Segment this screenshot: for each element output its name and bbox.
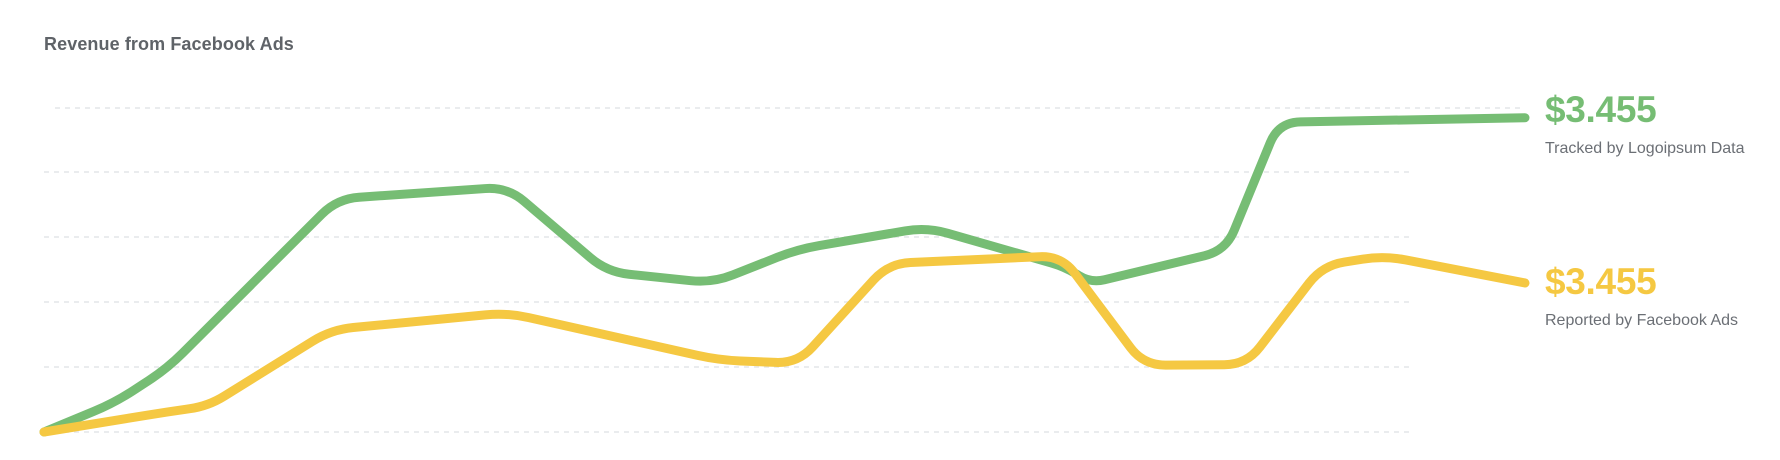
- chart-title: Revenue from Facebook Ads: [44, 34, 294, 54]
- series-label-tracked: $3.455 Tracked by Logoipsum Data: [1545, 89, 1745, 159]
- tracked-caption: Tracked by Logoipsum Data: [1545, 140, 1745, 157]
- series-lines: [39, 113, 1530, 437]
- tracked-series-line: [39, 113, 1530, 437]
- reported-value: $3.455: [1545, 261, 1657, 302]
- reported-caption: Reported by Facebook Ads: [1545, 312, 1739, 329]
- series-label-reported: $3.455 Reported by Facebook Ads: [1545, 261, 1738, 331]
- reported-series-line: [39, 252, 1530, 437]
- tracked-value: $3.455: [1545, 89, 1657, 130]
